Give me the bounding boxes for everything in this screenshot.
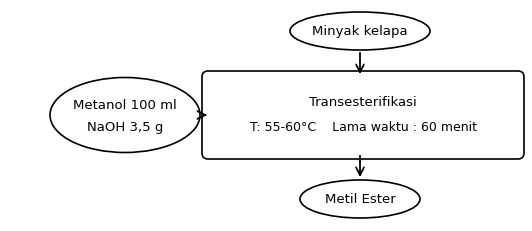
Text: NaOH 3,5 g: NaOH 3,5 g bbox=[87, 121, 163, 134]
Text: Metil Ester: Metil Ester bbox=[325, 193, 395, 206]
Text: Metanol 100 ml: Metanol 100 ml bbox=[73, 99, 177, 112]
Text: Transesterifikasi: Transesterifikasi bbox=[309, 96, 417, 109]
Text: Minyak kelapa: Minyak kelapa bbox=[312, 25, 408, 38]
Text: T: 55-60°C    Lama waktu : 60 menit: T: 55-60°C Lama waktu : 60 menit bbox=[250, 121, 477, 134]
